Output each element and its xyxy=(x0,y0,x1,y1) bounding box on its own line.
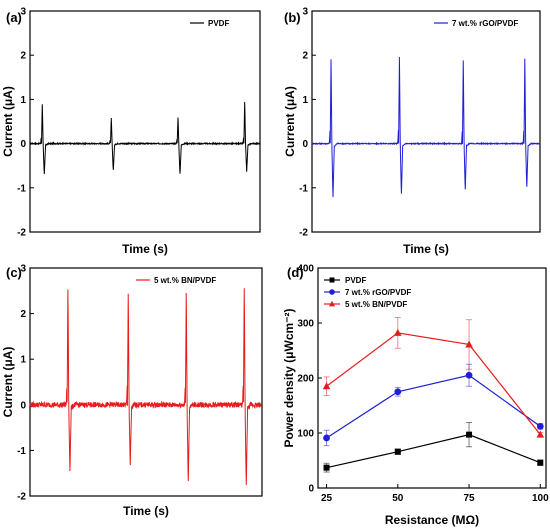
y-tick-label: -2 xyxy=(17,492,26,503)
y-tick-label: -1 xyxy=(17,446,26,457)
plot-frame xyxy=(311,10,541,233)
chart-panel-b: -2 -1 0 1 2 3(b) Current (μA) Time (s) 7 wt.% rG… xyxy=(283,7,541,256)
legend-label: 5 wt.% BN/PVDF xyxy=(345,300,407,309)
y-tick-label: 2 xyxy=(302,51,308,62)
data-point xyxy=(536,430,545,438)
data-point xyxy=(465,371,473,379)
legend: 7 wt.% rGO/PVDF xyxy=(434,19,518,28)
y-tick-label: 1 xyxy=(20,95,26,106)
legend: 5 wt.% BN/PVDF xyxy=(136,276,216,285)
data-point xyxy=(322,382,331,390)
series-square xyxy=(323,422,544,473)
legend: PVDF 7 wt.% rGO/PVDF 5 wt.% BN/PVDF xyxy=(324,276,411,309)
y-tick-label: -2 xyxy=(17,228,26,239)
y-tick-label: -1 xyxy=(17,183,26,194)
y-tick-label: 0 xyxy=(20,139,26,150)
series-line xyxy=(326,374,541,439)
y-tick-label: 0 xyxy=(302,139,308,150)
chart-panel-c: -2 -1 0 1 2 3(c) Current (μA) Time (s) 5 wt.% BN… xyxy=(1,264,263,518)
series-line xyxy=(326,332,541,436)
y-tick-label: 1 xyxy=(302,95,308,106)
legend-marker xyxy=(329,300,335,307)
panel-label: (a) xyxy=(6,10,22,25)
y-axis-label: Current (μA) xyxy=(283,86,297,157)
legend-label: 5 wt.% BN/PVDF xyxy=(154,276,216,285)
y-tick-label: 3 xyxy=(20,7,26,18)
y-tick-label: 1 xyxy=(20,355,26,366)
x-axis-label: Time (s) xyxy=(122,242,168,256)
series-line xyxy=(29,101,261,175)
data-point xyxy=(536,423,544,430)
series-line xyxy=(311,56,541,198)
legend-label: 7 wt.% rGO/PVDF xyxy=(345,288,411,297)
y-tick-label: 200 xyxy=(297,374,314,385)
y-tick-label: 300 xyxy=(297,319,314,330)
x-axis-label: Resistance (MΩ) xyxy=(385,513,479,527)
chart-panel-d: 0 100 200 300 400(d) Power density (μWcm⁻²) Re… xyxy=(282,264,549,528)
data-point xyxy=(323,464,330,471)
x-tick-label: 25 xyxy=(321,493,333,504)
series-triangle xyxy=(322,317,545,438)
y-tick-label: 0 xyxy=(20,400,26,411)
y-tick-label: -1 xyxy=(299,183,308,194)
y-tick-label: 100 xyxy=(297,429,314,440)
data-point xyxy=(394,448,401,455)
data-point xyxy=(537,459,544,466)
y-tick-label: 2 xyxy=(20,309,26,320)
y-axis-label: Power density (μWcm⁻²) xyxy=(282,308,296,447)
x-tick-label: 50 xyxy=(392,493,404,504)
data-point xyxy=(465,340,473,348)
data-point xyxy=(323,434,330,442)
legend-marker xyxy=(329,277,335,283)
panel-label: (b) xyxy=(284,10,301,25)
y-tick-label: 2 xyxy=(20,51,26,62)
legend-marker xyxy=(329,289,335,295)
plot-frame xyxy=(29,267,263,497)
series-line xyxy=(29,288,263,486)
y-tick-label: 3 xyxy=(20,264,26,275)
y-tick-label: 400 xyxy=(297,264,314,275)
x-axis-label: Time (s) xyxy=(123,504,169,518)
plot-frame xyxy=(29,10,261,233)
x-tick-label: 100 xyxy=(532,493,549,504)
data-point xyxy=(466,431,473,438)
legend: PVDF xyxy=(190,19,229,28)
x-tick-label: 75 xyxy=(463,493,475,504)
panel-label: (d) xyxy=(287,265,304,280)
y-tick-label: 3 xyxy=(302,7,308,18)
x-axis-label: Time (s) xyxy=(403,242,449,256)
y-tick-label: -2 xyxy=(299,228,308,239)
legend-label: PVDF xyxy=(345,276,366,285)
panel-label: (c) xyxy=(6,265,22,280)
data-point xyxy=(394,328,402,336)
series-line xyxy=(326,434,541,469)
y-tick-label: 0 xyxy=(308,484,314,495)
legend-label: 7 wt.% rGO/PVDF xyxy=(452,19,518,28)
y-axis-label: Current (μA) xyxy=(1,347,15,418)
legend-label: PVDF xyxy=(208,19,229,28)
y-axis-label: Current (μA) xyxy=(1,86,15,157)
series-circle xyxy=(323,363,544,447)
data-point xyxy=(394,388,402,396)
chart-panel-a: -2 -1 0 1 2 3(a) Current (μA) Time (s) PVDF xyxy=(1,7,261,256)
